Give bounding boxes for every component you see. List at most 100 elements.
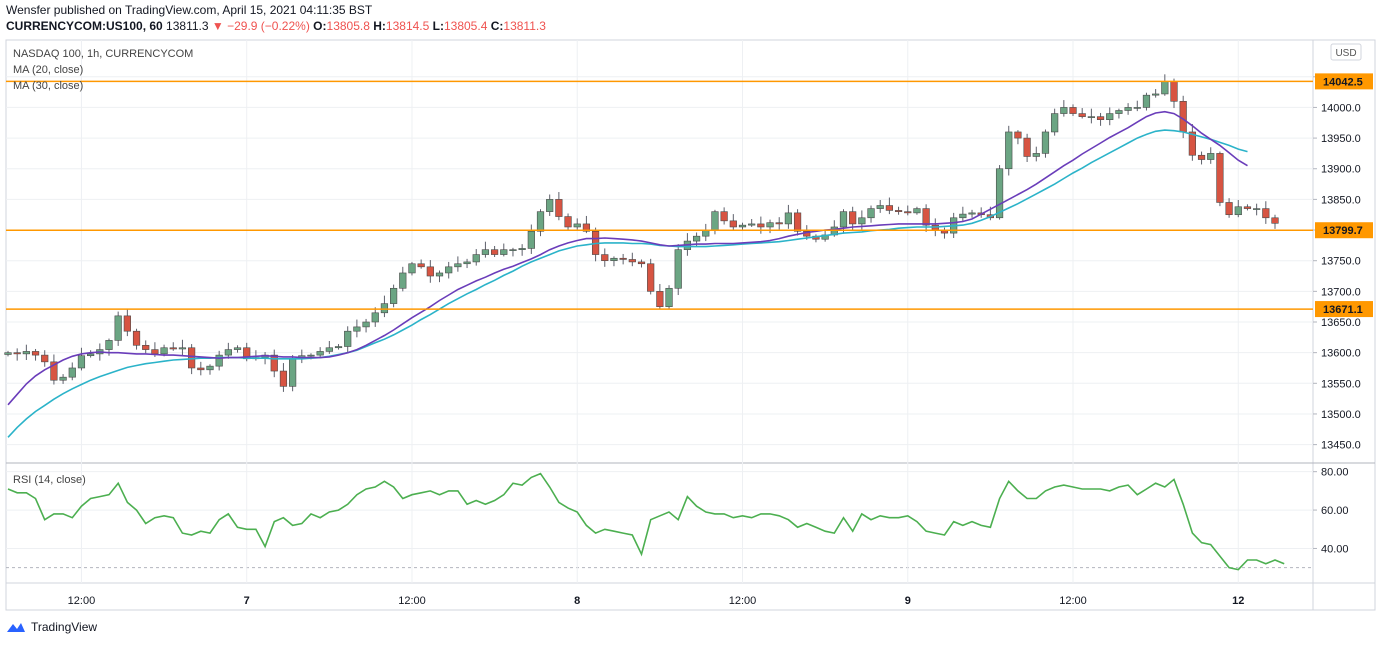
candle-body — [334, 346, 343, 349]
candle-body — [637, 261, 646, 265]
candle-body — [619, 257, 627, 260]
candle-body — [748, 223, 756, 226]
candle-body — [490, 249, 499, 255]
candle-body — [279, 370, 288, 387]
candle-body — [50, 361, 58, 381]
symbol-label: CURRENCYCOM:US100, 60 — [6, 19, 163, 33]
candle-body — [518, 248, 526, 250]
candle-body — [904, 211, 912, 214]
candle-body — [408, 263, 416, 274]
candle-body — [1161, 81, 1169, 95]
candle-body — [555, 199, 563, 217]
symbol-ohlc-line: CURRENCYCOM:US100, 60 13811.3 ▼ −29.9 (−… — [6, 19, 546, 33]
candle-body — [22, 351, 30, 355]
candle-body — [1197, 154, 1206, 160]
price-tick-label: 13750.0 — [1321, 256, 1361, 268]
level-price-label: 13799.7 — [1323, 225, 1363, 237]
tradingview-logo-icon — [7, 623, 25, 632]
time-tick-label: 12:00 — [729, 595, 757, 607]
candle-body — [1243, 206, 1252, 209]
candle-body — [481, 249, 490, 255]
time-tick-label: 12:00 — [398, 595, 426, 607]
footer-brand: TradingView — [6, 620, 97, 634]
candle-body — [142, 344, 150, 350]
candle-body — [729, 220, 737, 228]
candle-body — [1271, 217, 1279, 224]
level-price-label: 14042.5 — [1323, 76, 1363, 88]
candle-body — [114, 315, 122, 341]
time-tick-label: 9 — [905, 595, 911, 607]
close-label: C: — [490, 19, 504, 33]
candle-body — [417, 263, 425, 268]
high-value: 13814.5 — [385, 19, 430, 33]
price-tick-label: 13950.0 — [1321, 133, 1361, 145]
candle-body — [1207, 153, 1215, 160]
candle-body — [610, 257, 618, 261]
candle-body — [1188, 131, 1196, 156]
candle-body — [536, 211, 545, 232]
candle-body — [858, 217, 866, 225]
candle-body — [1041, 131, 1050, 154]
candle-body — [41, 354, 49, 363]
candle-body — [1216, 153, 1224, 203]
candle-body — [390, 287, 398, 304]
candle-body — [711, 211, 719, 231]
candle-body — [1170, 81, 1178, 102]
candle-body — [68, 367, 76, 378]
price-tick-label: 13900.0 — [1321, 164, 1361, 176]
ma30-legend: MA (30, close) — [13, 80, 84, 92]
candle-body — [371, 312, 379, 323]
candle-body — [353, 326, 361, 332]
time-tick-label: 12:00 — [68, 595, 96, 607]
candle-body — [13, 352, 21, 355]
candle-body — [656, 291, 664, 307]
price-tick-label: 13450.0 — [1321, 440, 1361, 452]
candle-body — [995, 168, 1004, 219]
candle-body — [1087, 116, 1095, 118]
candle-body — [1152, 93, 1160, 96]
candle-body — [233, 347, 242, 350]
candle-body — [1133, 107, 1141, 109]
candle-body — [784, 212, 793, 225]
rsi-tick-label: 40.00 — [1321, 543, 1349, 555]
candle-body — [1060, 107, 1068, 114]
candle-body — [426, 266, 434, 277]
candle-body — [31, 351, 40, 356]
candle-body — [435, 272, 444, 277]
candle-body — [628, 259, 636, 263]
candle-body — [206, 365, 214, 371]
candle-body — [399, 272, 407, 289]
time-tick-label: 12:00 — [1059, 595, 1087, 607]
candle-body — [178, 347, 187, 350]
candle-body — [1179, 101, 1187, 133]
candle-body — [472, 254, 480, 263]
ma30-line — [7, 129, 1248, 438]
candle-body — [123, 315, 131, 332]
candle-body — [766, 222, 774, 228]
price-tick-label: 13650.0 — [1321, 317, 1361, 329]
candle-body — [647, 263, 655, 292]
candle-body — [1106, 113, 1114, 120]
candle-body — [1078, 113, 1086, 117]
rsi-tick-label: 80.00 — [1321, 467, 1349, 479]
candle-body — [922, 208, 930, 226]
price-tick-label: 13500.0 — [1321, 409, 1361, 421]
currency-badge — [1330, 43, 1362, 61]
candle-body — [270, 354, 278, 372]
level-price-label: 13671.1 — [1323, 304, 1363, 316]
candle-body — [316, 351, 324, 356]
candle-body — [674, 249, 682, 289]
candle-body — [894, 210, 903, 212]
candle-body — [564, 216, 572, 228]
candle-body — [738, 224, 747, 228]
open-value: 13805.8 — [326, 19, 370, 33]
candle-body — [1051, 113, 1059, 133]
candle-body — [454, 263, 462, 268]
publish-info: Wensfer published on TradingView.com, Ap… — [6, 3, 373, 17]
ma20-legend: MA (20, close) — [13, 64, 84, 76]
candle-body — [1096, 116, 1105, 120]
candle-body — [87, 353, 95, 357]
time-tick-label: 7 — [244, 595, 250, 607]
candle-body — [793, 212, 802, 232]
